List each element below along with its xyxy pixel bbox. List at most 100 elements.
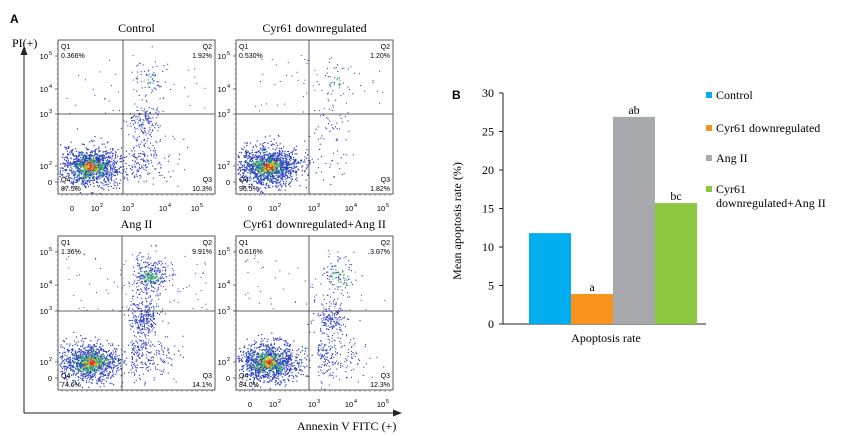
event-dot (87, 173, 89, 176)
event-dot (110, 166, 112, 168)
event-dot (136, 350, 138, 352)
event-dot (150, 268, 152, 270)
event-dot (283, 169, 285, 172)
event-dot (80, 156, 82, 159)
event-dot (90, 172, 92, 174)
event-dot (285, 153, 287, 155)
event-dot (111, 361, 113, 363)
event-dot (147, 155, 149, 157)
event-dot (84, 154, 86, 156)
event-dot (89, 362, 91, 364)
event-dot (271, 176, 273, 178)
event-dot (249, 176, 252, 178)
event-dot (250, 167, 252, 170)
event-dot (148, 147, 150, 149)
event-dot (84, 352, 86, 354)
event-dot (80, 349, 83, 351)
event-dot (100, 172, 102, 175)
event-dot (75, 353, 77, 355)
event-dot (138, 120, 140, 122)
event-dot (145, 348, 147, 350)
event-dot (86, 346, 88, 348)
event-dot (243, 155, 245, 157)
event-dot (80, 345, 82, 347)
event-dot (137, 169, 139, 171)
event-dot (273, 170, 275, 172)
x-tick-label: 10 (345, 204, 353, 213)
event-dot (247, 176, 249, 178)
event-dot (77, 376, 79, 378)
event-dot (260, 163, 262, 165)
event-dot (106, 151, 108, 153)
y-tick-exponent: 4 (227, 84, 230, 90)
event-dot (104, 166, 106, 168)
event-dot (136, 367, 138, 369)
event-dot (117, 149, 119, 151)
event-dot (304, 161, 306, 163)
event-dot (276, 159, 278, 161)
event-dot (260, 183, 262, 185)
event-dot (78, 180, 80, 182)
event-dot (94, 176, 96, 178)
event-dot (106, 354, 109, 356)
event-dot (294, 158, 296, 160)
event-dot (278, 174, 280, 176)
event-dot (104, 374, 106, 376)
event-dot (253, 164, 255, 167)
event-dot (86, 352, 89, 354)
event-dot (260, 160, 262, 163)
event-dot (159, 139, 161, 141)
event-dot (80, 363, 82, 365)
event-dot (140, 349, 142, 351)
event-dot (77, 384, 80, 386)
y-tick-label: 10 (40, 85, 48, 94)
event-dot (158, 280, 160, 282)
event-dot (93, 355, 95, 357)
event-dot (145, 337, 147, 339)
event-dot (142, 346, 144, 348)
event-dot (264, 149, 266, 151)
event-dot (86, 162, 89, 164)
event-dot (105, 181, 107, 183)
event-dot (72, 171, 74, 173)
event-dot (279, 167, 281, 169)
event-dot (98, 346, 101, 348)
event-dot (102, 156, 104, 158)
event-dot (294, 161, 296, 163)
event-dot (254, 162, 256, 164)
event-dot (138, 94, 140, 96)
event-dot (341, 173, 343, 175)
event-dot (110, 174, 112, 176)
event-dot (244, 160, 246, 163)
event-dot (288, 164, 290, 167)
event-dot (353, 72, 355, 74)
event-dot (253, 163, 255, 165)
event-dot (154, 87, 156, 89)
event-dot (347, 120, 349, 122)
event-dot (59, 171, 61, 173)
event-dot (248, 157, 250, 159)
event-dot (71, 167, 73, 170)
event-dot (104, 97, 106, 99)
event-dot (329, 58, 331, 60)
event-dot (82, 161, 84, 163)
event-dot (104, 98, 106, 100)
event-dot (336, 122, 338, 124)
event-dot (149, 112, 151, 114)
event-dot (96, 181, 98, 183)
event-dot (89, 156, 91, 159)
event-dot (144, 287, 146, 289)
event-dot (295, 160, 297, 162)
event-dot (90, 351, 93, 353)
event-dot (333, 83, 335, 85)
event-dot (276, 186, 278, 188)
event-dot (95, 351, 97, 353)
event-dot (259, 160, 261, 162)
event-dot (92, 156, 95, 158)
event-dot (137, 345, 139, 347)
event-dot (118, 369, 120, 371)
event-dot (66, 368, 68, 370)
event-dot (290, 156, 292, 158)
y-tick-exponent: 5 (227, 51, 230, 57)
event-dot (104, 374, 106, 376)
